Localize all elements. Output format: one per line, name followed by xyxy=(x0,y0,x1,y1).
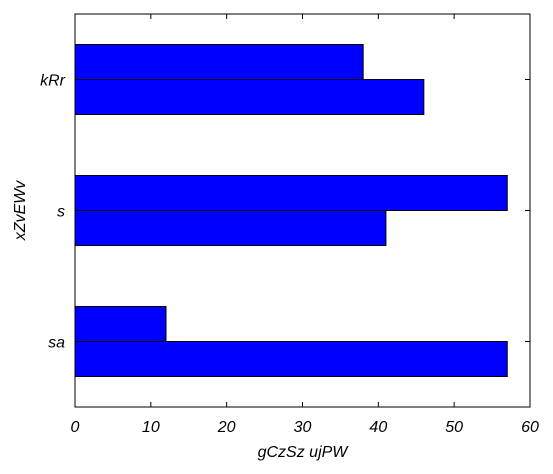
x-tick-label: 20 xyxy=(217,419,236,436)
y-axis-ticks: kRr s sa xyxy=(40,73,530,352)
x-axis-label: gCzSz ujPW xyxy=(258,444,350,461)
bar-s-series-1 xyxy=(74,175,508,211)
y-tick-label: kRr xyxy=(40,73,66,90)
bar-kRr-series-2 xyxy=(74,79,425,115)
x-tick-label: 0 xyxy=(71,419,80,436)
x-tick-label: 50 xyxy=(445,419,463,436)
bar-s-series-2 xyxy=(74,210,387,246)
x-tick-label: 30 xyxy=(294,419,312,436)
x-tick-label: 60 xyxy=(521,419,539,436)
x-tick-label: 10 xyxy=(142,419,160,436)
bars-group xyxy=(74,44,508,377)
x-axis-ticks: 0 10 20 30 40 50 60 xyxy=(71,14,539,436)
bar-sa-series-1 xyxy=(74,306,167,342)
y-tick-label: s xyxy=(57,204,65,221)
y-tick-label: sa xyxy=(48,335,65,352)
bar-sa-series-2 xyxy=(74,341,508,377)
x-tick-label: 40 xyxy=(369,419,387,436)
y-axis-label: xZvEWv xyxy=(12,180,29,242)
bar-kRr-series-1 xyxy=(74,44,364,80)
